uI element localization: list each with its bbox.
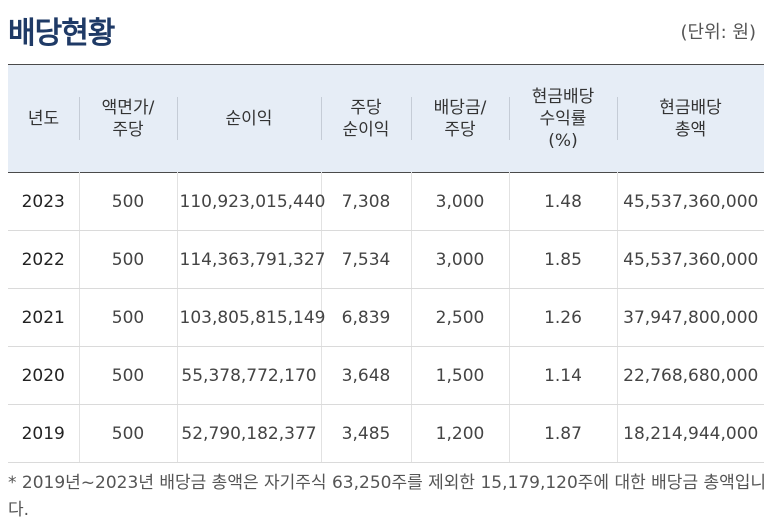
cell-par-value: 500 [78,288,177,347]
col-header-total-dividend: 현금배당 총액 [617,65,764,173]
cell-net-income: 52,790,182,377 [176,404,321,463]
cell-par-value: 500 [78,346,177,405]
cell-par-value: 500 [78,172,177,231]
cell-yield: 1.85 [508,230,617,289]
cell-total-dividend: 22,768,680,000 [616,346,764,405]
cell-net-income: 110,923,015,440 [176,172,326,231]
unit-label: (단위: 원) [680,22,756,43]
footnote: * 2019년~2023년 배당금 총액은 자기주식 63,250주를 제외한 … [8,473,767,520]
cell-net-income: 55,378,772,170 [176,346,321,405]
cell-dps: 3,000 [410,230,509,289]
cell-year: 2021 [8,288,79,347]
cell-yield: 1.14 [508,346,617,405]
table-row: 2021 500 103,805,815,149 6,839 2,500 1.2… [8,288,764,347]
table-row: 2019 500 52,790,182,377 3,485 1,200 1.87… [8,404,764,463]
cell-year: 2019 [8,404,79,463]
cell-total-dividend: 45,537,360,000 [616,172,764,231]
cell-year: 2023 [8,172,79,231]
col-header-eps: 주당 순이익 [321,65,411,173]
cell-dps: 1,500 [410,346,509,405]
dividend-table: 년도 액면가/ 주당 순이익 주당 순이익 배당금/ 주당 현금배당 수익률 (… [8,64,764,463]
cell-eps: 7,534 [320,230,411,289]
cell-year: 2022 [8,230,79,289]
table-row: 2020 500 55,378,772,170 3,648 1,500 1.14… [8,346,764,405]
cell-par-value: 500 [78,230,177,289]
cell-total-dividend: 18,214,944,000 [616,404,764,463]
table-header-row: 년도 액면가/ 주당 순이익 주당 순이익 배당금/ 주당 현금배당 수익률 (… [8,64,764,173]
table-row: 2023 500 110,923,015,440 7,308 3,000 1.4… [8,172,764,231]
col-header-yield: 현금배당 수익률 (%) [509,65,617,173]
col-header-dps: 배당금/ 주당 [411,65,509,173]
cell-year: 2020 [8,346,79,405]
cell-total-dividend: 37,947,800,000 [616,288,764,347]
cell-eps: 7,308 [320,172,411,231]
cell-eps: 6,839 [320,288,411,347]
cell-yield: 1.87 [508,404,617,463]
page-title: 배당현황 [8,16,115,51]
cell-yield: 1.48 [508,172,617,231]
cell-eps: 3,485 [320,404,411,463]
cell-yield: 1.26 [508,288,617,347]
cell-eps: 3,648 [320,346,411,405]
cell-net-income: 103,805,815,149 [176,288,326,347]
col-header-par-value: 액면가/ 주당 [79,65,177,173]
cell-dps: 3,000 [410,172,509,231]
cell-dps: 1,200 [410,404,509,463]
col-header-year: 년도 [27,108,60,129]
cell-par-value: 500 [78,404,177,463]
table-row: 2022 500 114,363,791,327 7,534 3,000 1.8… [8,230,764,289]
cell-total-dividend: 45,537,360,000 [616,230,764,289]
cell-dps: 2,500 [410,288,509,347]
col-header-net-income: 순이익 [177,65,321,173]
cell-net-income: 114,363,791,327 [176,230,326,289]
